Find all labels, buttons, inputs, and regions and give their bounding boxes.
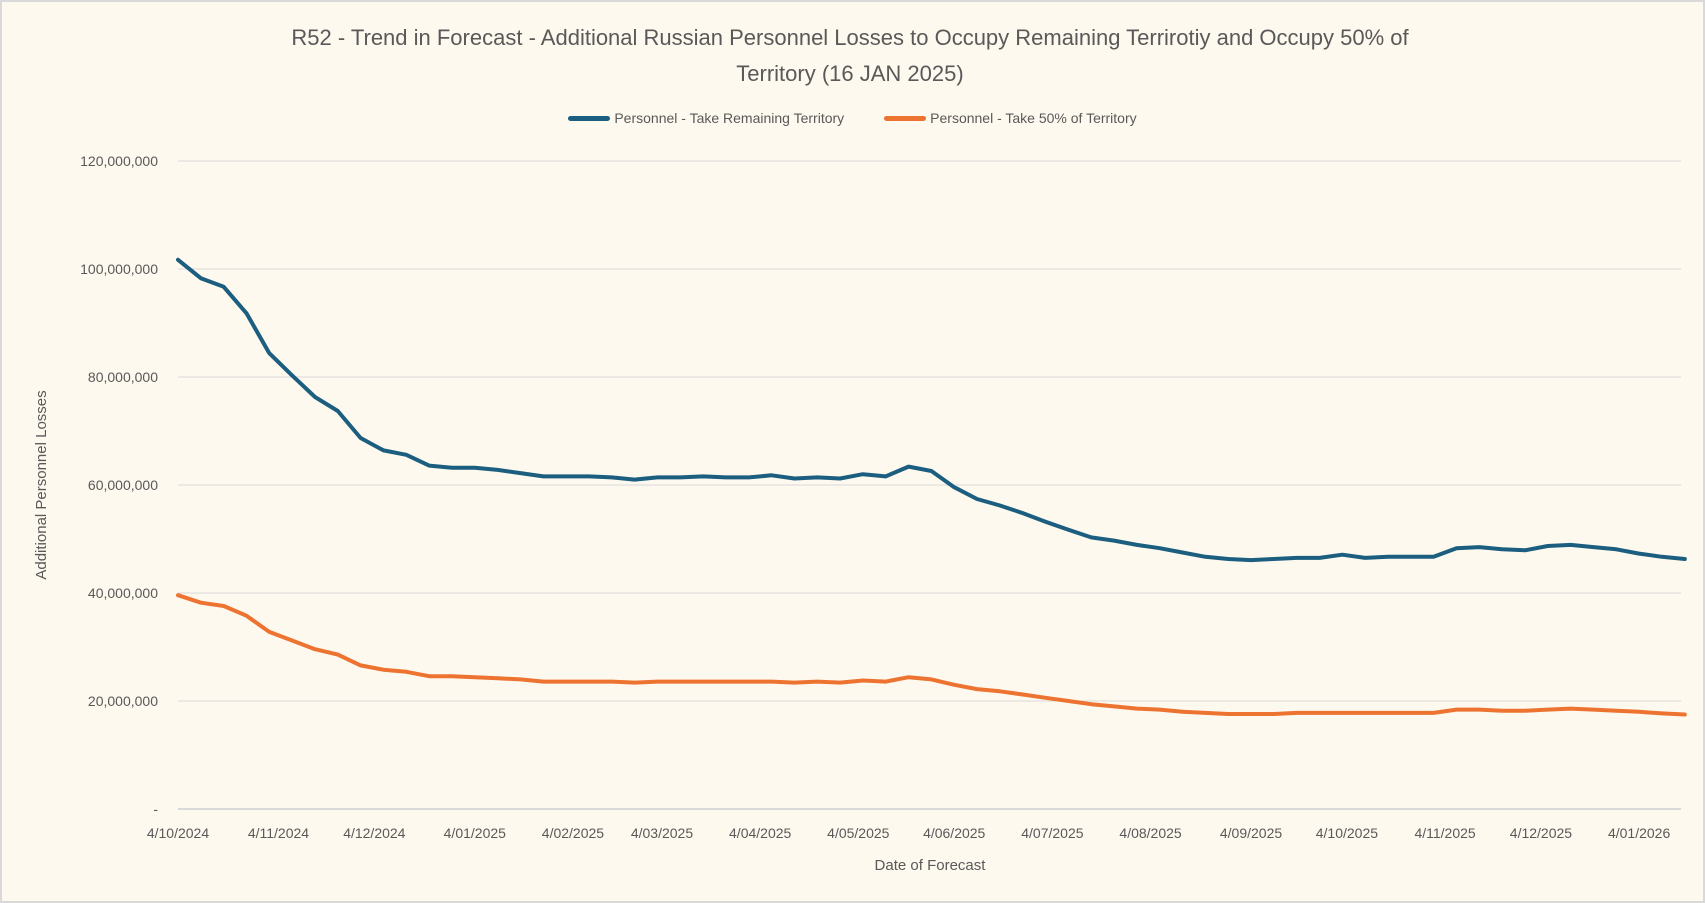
y-tick-label: 120,000,000 <box>80 153 158 169</box>
y-tick-label: 20,000,000 <box>88 693 158 709</box>
x-tick-label: 4/09/2025 <box>1220 825 1282 841</box>
series-line-50pct-territory <box>176 593 1687 717</box>
legend-item-50pct: Personnel - Take 50% of Territory <box>884 110 1137 126</box>
x-tick-label: 4/07/2025 <box>1021 825 1083 841</box>
x-tick-label: 4/04/2025 <box>729 825 791 841</box>
y-tick-label: 100,000,000 <box>80 261 158 277</box>
x-tick-label: 4/03/2025 <box>631 825 693 841</box>
x-tick-label: 4/10/2024 <box>147 825 209 841</box>
x-tick-label: 4/12/2025 <box>1510 825 1572 841</box>
series-line-remaining-territory <box>176 257 1687 563</box>
x-axis-title: Date of Forecast <box>875 857 987 874</box>
x-tick-label: 4/12/2024 <box>343 825 405 841</box>
chart-title-line-2: Territory (16 JAN 2025) <box>736 61 964 86</box>
y-tick-label: 60,000,000 <box>88 477 158 493</box>
x-tick-label: 4/11/2025 <box>1414 825 1475 841</box>
chart-title-line-1: R52 - Trend in Forecast - Additional Rus… <box>291 25 1409 50</box>
y-tick-label: 80,000,000 <box>88 369 158 385</box>
legend-label: Personnel - Take 50% of Territory <box>930 110 1137 126</box>
x-tick-label: 4/01/2025 <box>444 825 506 841</box>
x-tick-label: 4/06/2025 <box>923 825 985 841</box>
legend-label: Personnel - Take Remaining Territory <box>614 110 845 126</box>
x-tick-label: 4/05/2025 <box>827 825 889 841</box>
legend-swatch-blue <box>568 115 611 121</box>
chart-title: R52 - Trend in Forecast - Additional Rus… <box>150 20 1550 92</box>
x-tick-label: 4/01/2026 <box>1608 825 1670 841</box>
x-tick-label: 4/11/2024 <box>248 825 309 841</box>
y-tick-label: - <box>153 801 158 817</box>
y-tick-label: 40,000,000 <box>88 585 158 601</box>
y-axis-title: Additional Personnel Losses <box>33 390 50 579</box>
legend-item-remaining: Personnel - Take Remaining Territory <box>568 110 844 126</box>
legend-swatch-orange <box>884 115 927 121</box>
legend: Personnel - Take Remaining Territory Per… <box>0 110 1705 126</box>
x-tick-label: 4/08/2025 <box>1119 825 1181 841</box>
x-tick-label: 4/10/2025 <box>1316 825 1378 841</box>
x-tick-label: 4/02/2025 <box>542 825 604 841</box>
